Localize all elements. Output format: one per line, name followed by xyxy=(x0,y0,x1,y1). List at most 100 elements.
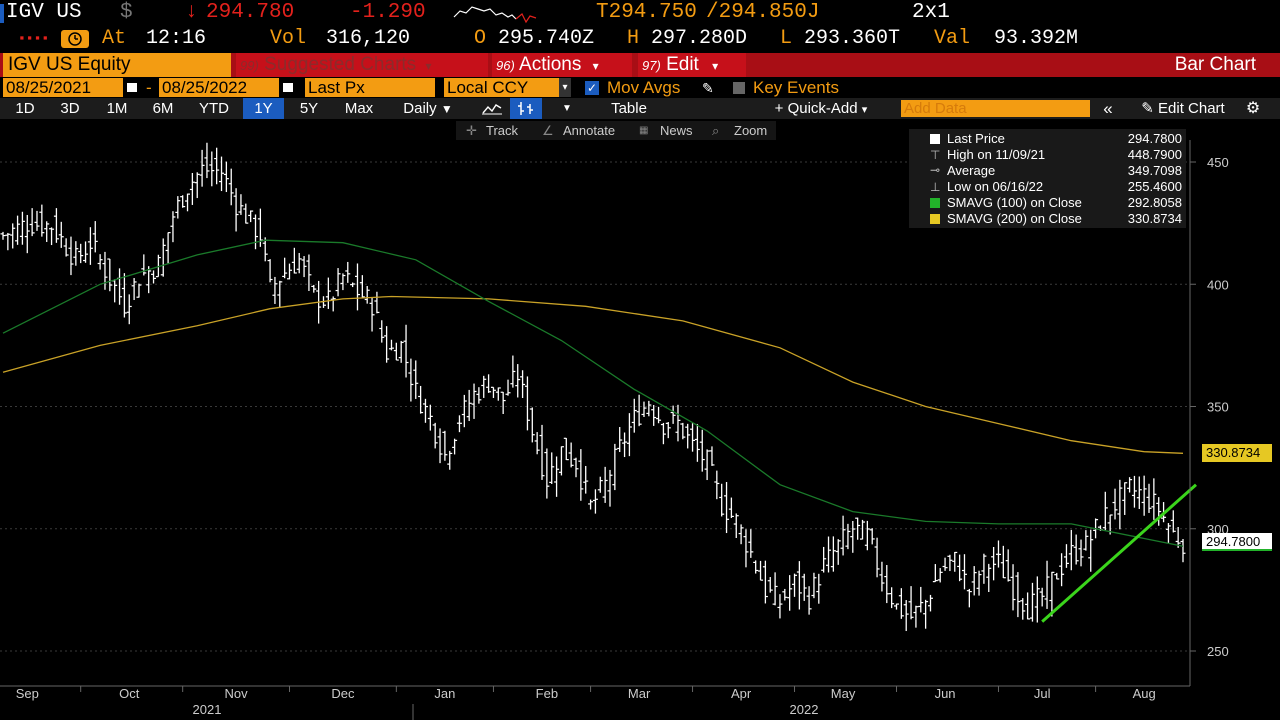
price-bar xyxy=(694,423,700,462)
price-bar xyxy=(1029,582,1035,622)
legend-label: SMAVG (200) on Close xyxy=(947,211,1082,226)
pencil-icon[interactable]: ✎ xyxy=(702,80,714,96)
line-chart-icon[interactable] xyxy=(474,98,510,119)
range-6m-button[interactable]: 6M xyxy=(152,100,174,117)
range-ytd-button[interactable]: YTD xyxy=(199,100,229,117)
x-tick-label: Jun xyxy=(935,686,956,701)
periodicity-select[interactable]: Daily ▼ xyxy=(389,98,467,119)
range-1m-button[interactable]: 1M xyxy=(106,100,128,117)
range-1y-button[interactable]: 1Y xyxy=(243,98,284,119)
bar-chart-icon[interactable] xyxy=(510,98,542,119)
security-field[interactable]: IGV US Equity xyxy=(3,53,231,77)
price-bar xyxy=(408,358,414,402)
sma200-line xyxy=(2,295,1184,454)
price-bar xyxy=(1117,479,1123,530)
key-events-checkbox[interactable] xyxy=(733,82,745,94)
suggested-charts-menu[interactable]: 99) Suggested Charts ▾ xyxy=(236,53,488,77)
legend-low: ⊥ Low on 06/16/22 255.4600 xyxy=(909,179,1186,195)
price-bar xyxy=(728,497,734,519)
quick-add-label: + Quick-Add xyxy=(774,100,858,117)
legend-value: 330.8734 xyxy=(1127,211,1182,226)
edit-chart-button[interactable]: ✎ Edit Chart xyxy=(1127,98,1239,119)
price-bar xyxy=(884,565,890,604)
price-bar xyxy=(243,203,249,224)
price-bar xyxy=(656,406,662,424)
ticker[interactable]: IGV US xyxy=(6,1,82,24)
mov-avgs-label[interactable]: Mov Avgs xyxy=(607,78,681,97)
sma200-price-tag: 330.8734 xyxy=(1202,444,1272,463)
price-bar xyxy=(53,208,59,243)
zoom-button[interactable]: Zoom xyxy=(734,123,768,138)
gear-icon[interactable]: ⚙ xyxy=(1245,100,1261,117)
calendar-icon[interactable] xyxy=(126,82,138,93)
price-bar xyxy=(223,161,229,193)
calendar-icon[interactable] xyxy=(282,82,294,93)
price-bar xyxy=(384,326,390,363)
news-button[interactable]: News xyxy=(660,123,693,138)
price-bar xyxy=(1078,539,1084,567)
price-bar xyxy=(248,210,254,223)
price-bar xyxy=(39,204,45,237)
price-bar xyxy=(146,266,152,294)
price-bar xyxy=(889,587,895,609)
end-date-field[interactable]: 08/25/2022 xyxy=(159,78,279,97)
price-bar xyxy=(758,560,764,581)
price-bar xyxy=(607,469,613,507)
price-bar xyxy=(801,573,807,601)
price-bar xyxy=(233,188,239,232)
price-bar xyxy=(971,566,977,596)
y-tick-label: 450 xyxy=(1207,155,1229,170)
currency-select[interactable]: Local CCY xyxy=(444,78,559,97)
price-bar xyxy=(680,422,686,440)
range-max-button[interactable]: Max xyxy=(344,100,374,117)
price-bar xyxy=(0,231,6,240)
x-tick-label: May xyxy=(831,686,856,701)
price-bar xyxy=(772,572,778,606)
chart-legend[interactable]: Last Price 294.7800 ⊤ High on 11/09/21 4… xyxy=(909,129,1186,228)
price-bar xyxy=(821,546,827,573)
news-icon: ▦ xyxy=(639,125,649,136)
x-tick-label: Jul xyxy=(1034,686,1051,701)
range-3d-button[interactable]: 3D xyxy=(60,100,80,117)
price-bar xyxy=(976,570,982,596)
range-1d-button[interactable]: 1D xyxy=(15,100,35,117)
legend-value: 294.7800 xyxy=(1127,131,1182,146)
price-bar xyxy=(1156,497,1162,526)
start-date-field[interactable]: 08/25/2021 xyxy=(3,78,123,97)
legend-last-price: Last Price 294.7800 xyxy=(909,131,1186,147)
price-bar xyxy=(631,398,637,433)
annotate-button[interactable]: Annotate xyxy=(563,123,616,138)
chart-type-dropdown[interactable]: ▼ xyxy=(562,103,572,114)
mov-avgs-checkbox[interactable]: ✓ xyxy=(585,81,599,95)
price-bar xyxy=(495,387,501,401)
legend-sma200: SMAVG (200) on Close 330.8734 xyxy=(909,211,1186,227)
table-button[interactable]: Table xyxy=(611,100,647,117)
price-field-select[interactable]: Last Px xyxy=(305,78,435,97)
collapse-icon[interactable]: « xyxy=(1103,99,1113,118)
quick-add-button[interactable]: + Quick-Add ▾ xyxy=(755,98,887,119)
high-marker-icon: ⊤ xyxy=(930,148,941,162)
x-tick-label: Mar xyxy=(628,686,651,701)
suggested-charts-label: Suggested Charts xyxy=(264,54,417,75)
price-bar xyxy=(830,536,836,572)
price-bar xyxy=(44,221,50,242)
edit-menu[interactable]: 97) Edit ▾ xyxy=(638,53,746,77)
legend-label: Low on 06/16/22 xyxy=(947,179,1044,194)
price-bar xyxy=(568,442,574,468)
price-bar xyxy=(136,283,142,298)
price-bar xyxy=(641,401,647,418)
price-bar xyxy=(151,270,157,284)
price-bar xyxy=(1180,539,1186,563)
price-bar xyxy=(670,405,676,424)
low-price: 293.360T xyxy=(804,27,901,50)
chevron-down-icon[interactable]: ▾ xyxy=(559,78,571,97)
add-data-input[interactable]: Add Data xyxy=(901,100,1090,117)
key-events-label[interactable]: Key Events xyxy=(753,78,839,97)
page-title: Bar Chart xyxy=(1174,54,1256,75)
trendline[interactable] xyxy=(1041,483,1197,623)
price-bar xyxy=(73,241,79,266)
actions-menu[interactable]: 96) Actions ▾ xyxy=(492,53,632,77)
track-button[interactable]: Track xyxy=(486,123,519,138)
range-5y-button[interactable]: 5Y xyxy=(299,100,319,117)
